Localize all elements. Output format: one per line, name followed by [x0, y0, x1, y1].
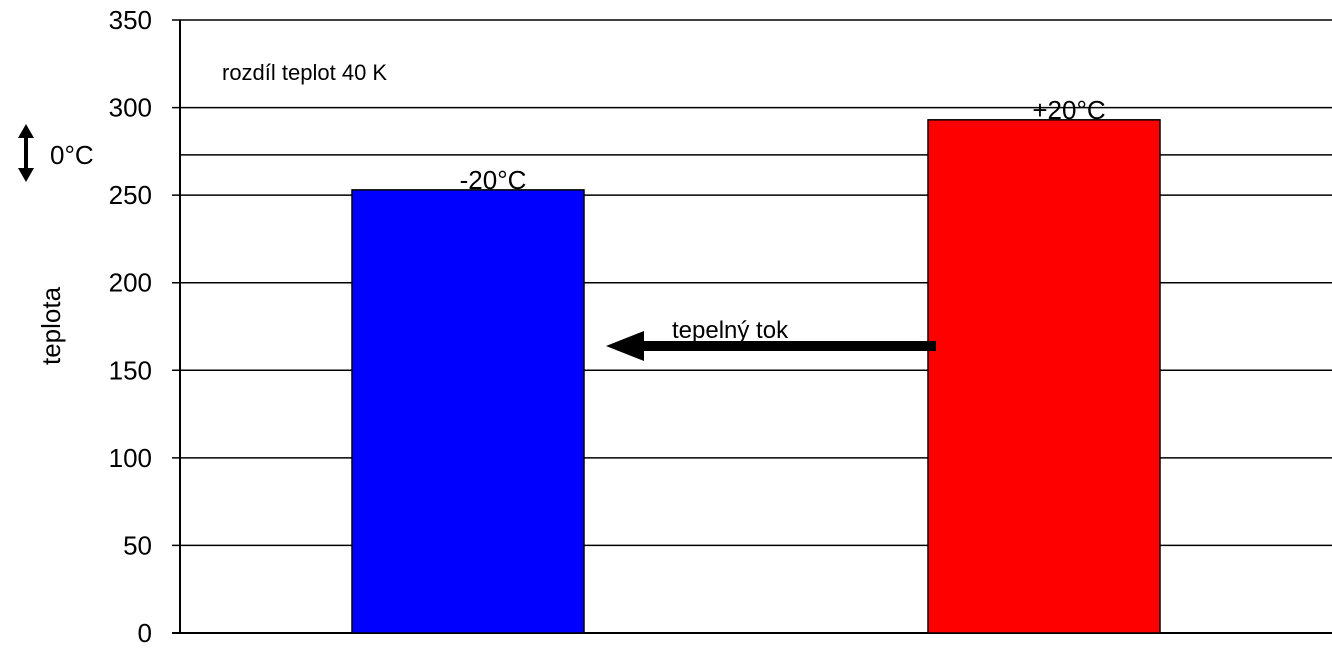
y-tick-label: 200 [109, 268, 152, 298]
double-arrow-down-head [18, 168, 34, 182]
y-tick-label: 350 [109, 5, 152, 35]
double-arrow-up-head [18, 124, 34, 138]
bar-value-label: +20°C [1032, 95, 1105, 125]
y-tick-label: 250 [109, 180, 152, 210]
zero-celsius-label: 0°C [50, 140, 94, 170]
bars: -20°C +20°C [351, 95, 1161, 634]
y-tick-label: 300 [109, 93, 152, 123]
y-tick-labels: 0 50 100 150 200 250 300 350 [109, 5, 152, 648]
heat-flow-label: tepelný tok [672, 317, 789, 344]
bar-value-label: -20°C [460, 165, 527, 195]
y-tick-label: 150 [109, 355, 152, 385]
y-tick-label: 100 [109, 443, 152, 473]
heat-flow-arrow [606, 331, 936, 361]
y-axis-label: teplota [36, 286, 66, 365]
y-tick-label: 50 [123, 530, 152, 560]
bar-0 [351, 189, 585, 634]
y-tick-label: 0 [138, 618, 152, 648]
heat-flow-arrow-head [606, 331, 644, 361]
bar-1 [927, 119, 1161, 634]
zero-celsius-marker [18, 124, 34, 182]
annotation-text: rozdíl teplot 40 K [222, 60, 387, 85]
